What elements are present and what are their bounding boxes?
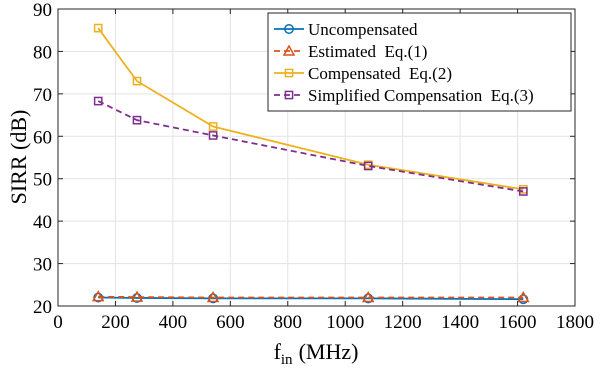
series-line xyxy=(98,295,524,299)
series-2 xyxy=(91,290,530,303)
legend-swatch-marker xyxy=(284,90,294,100)
data-point xyxy=(93,96,103,106)
y-tick-label: 20 xyxy=(33,297,52,318)
data-point xyxy=(517,290,530,303)
x-tick-label: 1400 xyxy=(441,312,479,333)
y-tick-label: 80 xyxy=(33,42,52,63)
plot-frame xyxy=(57,8,576,307)
y-tick-label: 70 xyxy=(33,85,52,106)
series-line xyxy=(97,100,524,193)
legend-box xyxy=(267,12,572,112)
x-tick-label: 1000 xyxy=(326,312,364,333)
x-tick-label: 1800 xyxy=(556,312,594,333)
y-tick-label: 50 xyxy=(33,170,52,191)
x-tick-label: 0 xyxy=(53,312,63,333)
legend-label: Estimated Eq.(1) xyxy=(308,42,427,61)
x-tick-label: 400 xyxy=(159,312,188,333)
y-tick-label: 90 xyxy=(33,0,52,21)
data-point xyxy=(363,161,373,171)
y-tick-label: 40 xyxy=(33,212,52,233)
legend-entry: Compensated Eq.(2) xyxy=(274,64,452,83)
x-axis-label-main: f xyxy=(274,339,282,364)
legend-label: Uncompensated xyxy=(308,20,418,39)
data-point xyxy=(130,290,144,302)
y-tick-label: 60 xyxy=(33,127,52,148)
x-axis-label: fin (MHz) xyxy=(274,339,359,368)
data-point xyxy=(208,131,218,140)
data-point xyxy=(132,76,142,86)
data-point xyxy=(518,187,528,196)
x-tick-label: 600 xyxy=(216,312,245,333)
legend-entry: Simplified Compensation Eq.(3) xyxy=(274,86,534,105)
y-axis-label: SIRR (dB) xyxy=(6,110,31,205)
legend-entry: Estimated Eq.(1) xyxy=(274,42,427,61)
x-axis-label-subscript: in xyxy=(281,352,293,368)
legend-swatch-marker xyxy=(284,68,294,78)
legend-swatch-marker xyxy=(284,24,294,34)
series-4 xyxy=(93,96,528,196)
data-point xyxy=(206,290,220,303)
legend-swatch-marker xyxy=(282,44,296,56)
legend-label: Compensated Eq.(2) xyxy=(308,64,452,83)
x-tick-label: 1600 xyxy=(499,312,537,333)
data-point xyxy=(132,115,142,125)
legend-entry: Uncompensated xyxy=(274,20,418,39)
data-point xyxy=(91,290,105,302)
data-point xyxy=(208,122,218,131)
x-tick-label: 200 xyxy=(101,312,130,333)
legend-label: Simplified Compensation Eq.(3) xyxy=(308,86,534,105)
y-tick-label: 30 xyxy=(33,255,52,276)
series-line xyxy=(97,27,524,191)
data-point xyxy=(361,290,375,303)
tick-labels: 0 200 400 600 800 1000 1200 1400 1600 1800 20 30 40 5… xyxy=(33,0,594,333)
data-point xyxy=(93,23,103,33)
x-tick-label: 1200 xyxy=(384,312,422,333)
series-layer xyxy=(91,23,530,305)
legend: Uncompensated Estimated Eq.(1) Compensated… xyxy=(267,12,572,112)
x-tick-label: 800 xyxy=(274,312,303,333)
x-axis-label-unit: (MHz) xyxy=(299,339,359,364)
